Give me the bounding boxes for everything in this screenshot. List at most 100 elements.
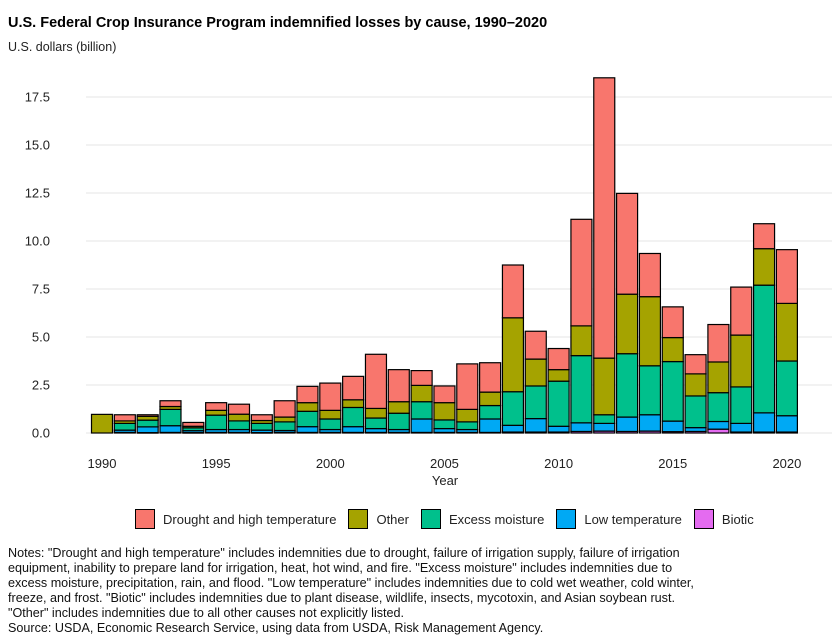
bar-segment-drought-and-high-temperature-2014: [638, 252, 662, 298]
bar-segment-low-temperature-2007: [479, 418, 502, 434]
bar-segment-other-2012: [593, 357, 616, 416]
bar-segment-excess-moisture-1993: [159, 408, 182, 427]
legend-label-other: Other: [376, 511, 409, 527]
x-tick-label: 2020: [772, 456, 801, 471]
legend-swatch-drought: [135, 509, 155, 529]
bar-segment-other-2018: [730, 334, 753, 388]
bar-segment-excess-moisture-2005: [433, 419, 456, 430]
bar-segment-excess-moisture-1996: [227, 420, 251, 431]
bar-segment-excess-moisture-2002: [364, 417, 388, 430]
bar-segment-other-2008: [501, 317, 525, 393]
notes-line: Notes: "Drought and high temperature" in…: [8, 546, 680, 560]
bar-segment-excess-moisture-2001: [342, 406, 365, 428]
legend-item-low-temperature: Low temperature: [556, 509, 682, 529]
bar-segment-excess-moisture-2017: [707, 392, 730, 423]
bar-segment-drought-and-high-temperature-2005: [433, 385, 456, 404]
bar-segment-drought-and-high-temperature-2009: [524, 330, 547, 360]
bar-segment-excess-moisture-2004: [410, 401, 433, 420]
chart-title: U.S. Federal Crop Insurance Program inde…: [8, 15, 548, 31]
bar-segment-low-temperature-2019: [752, 412, 776, 433]
bar-segment-other-2000: [319, 409, 342, 420]
bar-segment-other-2015: [661, 336, 684, 363]
bar-segment-drought-and-high-temperature-1994: [182, 421, 205, 427]
bar-segment-excess-moisture-2015: [661, 360, 684, 422]
bar-segment-excess-moisture-1999: [296, 410, 319, 428]
bar-segment-excess-moisture-2000: [319, 418, 342, 431]
legend-item-excess-moisture: Excess moisture: [420, 509, 545, 529]
bar-segment-drought-and-high-temperature-2010: [547, 347, 570, 371]
bar-segment-other-1990: [90, 413, 114, 434]
bar-segment-drought-and-high-temperature-2006: [456, 363, 479, 410]
bar-segment-excess-moisture-1998: [273, 421, 296, 432]
bar-segment-other-2010: [547, 369, 570, 382]
legend-swatch-biotic: [693, 509, 714, 529]
bar-segment-excess-moisture-2009: [524, 385, 547, 420]
bar-segment-low-temperature-2020: [775, 415, 799, 433]
bar-segment-drought-and-high-temperature-1997: [250, 414, 273, 422]
legend-label-excess-moisture: Excess moisture: [448, 511, 545, 527]
bar-segment-low-temperature-2010: [547, 425, 570, 433]
bar-segment-other-2005: [433, 402, 456, 421]
bar-segment-excess-moisture-1997: [250, 422, 273, 431]
bar-segment-drought-and-high-temperature-1995: [205, 402, 228, 411]
y-tick-label: 10.0: [25, 234, 50, 249]
bar-segment-low-temperature-1992: [136, 426, 159, 434]
bar-segment-other-2017: [707, 361, 730, 394]
legend-swatch-other: [348, 509, 369, 529]
bar-segment-other-2002: [364, 407, 388, 419]
notes-line: "Other" includes indemnities due to all …: [8, 606, 405, 620]
y-axis-unit-label: U.S. dollars (billion): [8, 40, 117, 54]
bar-segment-other-2014: [638, 296, 662, 367]
notes-line: excess moisture, precipitation, rain, an…: [8, 576, 694, 590]
bar-segment-excess-moisture-2012: [593, 414, 616, 425]
bar-segment-low-temperature-2014: [638, 414, 662, 432]
bar-segment-drought-and-high-temperature-2007: [479, 362, 502, 393]
bar-segment-low-temperature-2015: [661, 420, 684, 433]
bar-segment-excess-moisture-2007: [479, 404, 502, 420]
bar-segment-other-2019: [752, 248, 776, 286]
bar-segment-drought-and-high-temperature-2016: [684, 354, 707, 375]
bar-segment-drought-and-high-temperature-2001: [342, 375, 365, 401]
bar-segment-drought-and-high-temperature-2011: [570, 218, 593, 327]
bar-segment-low-temperature-2009: [524, 418, 547, 433]
bar-segment-excess-moisture-2003: [387, 412, 410, 431]
bar-segment-drought-and-high-temperature-2003: [387, 369, 410, 403]
bar-segment-other-1996: [227, 413, 251, 422]
legend-item-other: Other: [348, 509, 409, 529]
bar-segment-other-2006: [456, 408, 479, 423]
bar-segment-drought-and-high-temperature-1993: [159, 400, 182, 408]
bar-segment-other-2020: [775, 302, 799, 362]
bar-segment-low-temperature-2013: [615, 416, 639, 433]
bar-segment-other-2013: [615, 293, 639, 355]
bar-segment-other-2011: [570, 325, 593, 357]
bar-segment-excess-moisture-2020: [775, 360, 799, 417]
bar-segment-excess-moisture-2016: [684, 395, 707, 429]
y-tick-label: 17.5: [25, 90, 50, 105]
bar-segment-drought-and-high-temperature-2000: [319, 382, 342, 411]
legend-item-drought: Drought and high temperature: [135, 509, 336, 529]
x-tick-label: 2000: [316, 456, 345, 471]
legend-swatch-low-temperature: [556, 509, 577, 529]
y-tick-label: 12.5: [25, 186, 50, 201]
legend-label-low-temperature: Low temperature: [584, 511, 682, 527]
y-tick-label: 15.0: [25, 138, 50, 153]
stacked-bar-chart: 0.0 2.5 5.0 7.5 10.0 12.5 15.0 17.5 1990 1995 2000…: [25, 77, 832, 488]
bar-segment-excess-moisture-2006: [456, 421, 479, 431]
legend-label-biotic: Biotic: [721, 511, 754, 527]
bar-segment-low-temperature-1993: [159, 425, 182, 434]
bar-segment-drought-and-high-temperature-2015: [661, 306, 684, 339]
y-tick-label: 7.5: [32, 282, 50, 297]
bar-segment-excess-moisture-2014: [638, 365, 662, 416]
bar-segment-drought-and-high-temperature-1999: [296, 385, 319, 404]
bar-segment-excess-moisture-2018: [730, 386, 753, 425]
x-tick-label: 2010: [544, 456, 573, 471]
notes-line: freeze, and frost. "Biotic" includes ind…: [8, 591, 675, 605]
bar-segment-drought-and-high-temperature-2019: [752, 223, 776, 250]
x-axis-title: Year: [432, 473, 459, 488]
y-tick-label: 0.0: [32, 426, 50, 441]
bar-segment-excess-moisture-2011: [570, 355, 593, 424]
legend-label-drought: Drought and high temperature: [163, 511, 337, 527]
bar-segment-excess-moisture-1991: [113, 422, 136, 431]
bar-segment-excess-moisture-1992: [136, 419, 159, 428]
bar-segment-drought-and-high-temperature-2013: [615, 192, 639, 295]
